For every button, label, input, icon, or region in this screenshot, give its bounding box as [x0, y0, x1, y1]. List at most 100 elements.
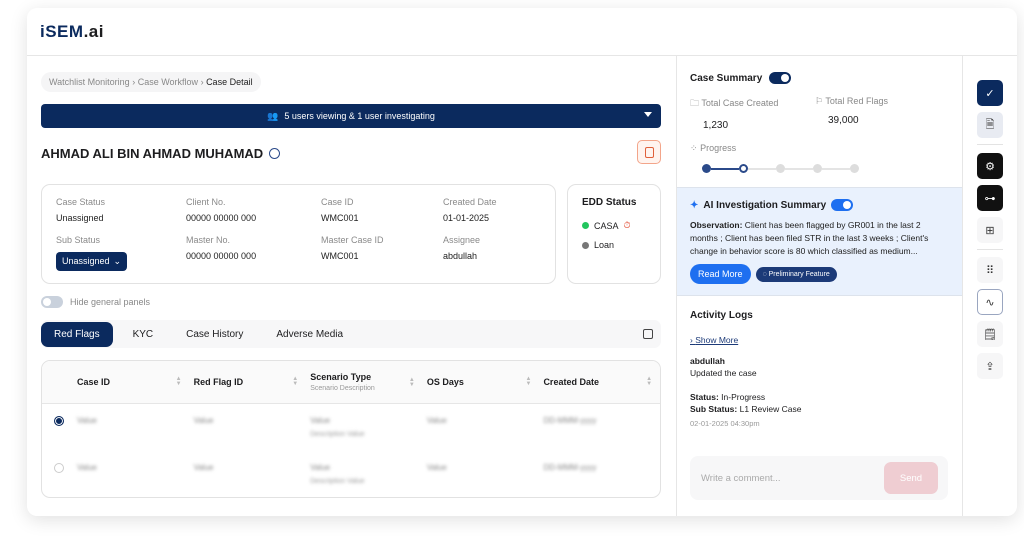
col-label: Case ID: [77, 377, 111, 387]
hierarchy-icon[interactable]: ⊶: [977, 185, 1003, 211]
case-status-value: Unassigned: [56, 213, 104, 223]
master-no-value: 00000 00000 000: [186, 251, 257, 262]
col-os-days[interactable]: OS Days ▲ ▼: [423, 376, 540, 387]
sub-status-label: Sub Status: [56, 235, 101, 246]
col-label: OS Days: [426, 377, 464, 387]
total-case-value: 1,230: [703, 120, 729, 131]
case-summary: Case Summary 🗀 Total Case Created 1,230 ⚐…: [677, 56, 962, 187]
row-radio[interactable]: [54, 463, 64, 473]
client-name-heading: AHMAD ALI BIN AHMAD MUHAMAD: [41, 146, 281, 161]
sort-icon[interactable]: ▲ ▼: [646, 376, 653, 387]
log-entry: abdullah Updated the case Status: In-Pro…: [690, 355, 949, 430]
scenario-value: Value: [310, 416, 331, 425]
case-id-label: Case ID: [321, 197, 354, 207]
sort-icon[interactable]: ▲ ▼: [175, 376, 182, 387]
table-row[interactable]: Value Value Value Description Value Value…: [42, 451, 660, 497]
send-button[interactable]: Send: [884, 462, 938, 494]
sort-icon[interactable]: ▲ ▼: [525, 376, 532, 387]
total-flags-value: 39,000: [828, 115, 859, 126]
observation-label: Observation:: [690, 220, 743, 230]
sort-icon[interactable]: ▲ ▼: [292, 376, 299, 387]
activity-logs-title: Activity Logs: [690, 310, 753, 321]
edd-title: EDD Status: [582, 197, 637, 208]
row-radio[interactable]: [54, 416, 64, 426]
red-flags-table: Case ID ▲ ▼ Red Flag ID ▲ ▼ Scenario Type Sce…: [41, 360, 661, 498]
tab-red-flags[interactable]: Red Flags: [41, 321, 113, 347]
show-more-link[interactable]: › Show More: [690, 335, 739, 345]
col-label: Scenario Type: [310, 372, 372, 382]
preliminary-feature-badge: ◌ Preliminary Feature: [755, 266, 837, 282]
share-upload-icon[interactable]: ⇪: [977, 353, 1003, 379]
breadcrumb-workflow[interactable]: Case Workflow: [137, 77, 199, 87]
comment-placeholder: Write a comment...: [701, 472, 781, 484]
grid-apps-icon[interactable]: ⠿: [977, 257, 1003, 283]
progress-connector: [711, 167, 739, 170]
cell-scenario: Value Description Value: [306, 416, 423, 438]
edd-label: CASA: [594, 220, 619, 231]
breadcrumb-watchlist[interactable]: Watchlist Monitoring: [49, 77, 130, 87]
tab-kyc[interactable]: KYC: [132, 328, 154, 340]
read-more-button[interactable]: Read More: [690, 264, 751, 284]
logo[interactable]: iSEM.ai: [40, 21, 104, 41]
col-created-date[interactable]: Created Date ▲ ▼: [539, 376, 660, 387]
scenario-desc: Description Value: [310, 478, 365, 485]
hide-panels-label: Hide general panels: [70, 297, 151, 307]
activity-logs: Activity Logs › Show More abdullah Updat…: [677, 296, 962, 444]
total-case-label: Total Case Created: [701, 98, 779, 108]
progress-steps: [702, 164, 949, 173]
approve-check-icon[interactable]: ✓: [977, 80, 1003, 106]
table-row[interactable]: Value Value Value Description Value Value…: [42, 404, 660, 451]
add-comment-icon[interactable]: ⊞: [977, 217, 1003, 243]
col-label: Red Flag ID: [193, 377, 244, 387]
timer-icon[interactable]: [269, 148, 281, 159]
note-edit-icon[interactable]: 🗒: [977, 321, 1003, 347]
breadcrumb: Watchlist Monitoring › Case Workflow › C…: [41, 72, 261, 92]
progress-step: [850, 164, 859, 173]
log-timestamp: 02-01-2025 04:30pm: [690, 419, 760, 428]
progress-connector: [748, 167, 776, 170]
scenario-desc: Description Value: [310, 431, 365, 438]
cell-red-flag-id: Value: [193, 463, 214, 472]
col-red-flag-id[interactable]: Red Flag ID ▲ ▼: [190, 376, 307, 387]
cell-os-days: Value: [426, 463, 447, 472]
tab-adverse-media[interactable]: Adverse Media: [276, 328, 344, 340]
main-content: Watchlist Monitoring › Case Workflow › C…: [27, 56, 676, 516]
divider: [977, 249, 1003, 250]
cell-case-id: Value: [77, 416, 97, 425]
ai-observation: Observation: Client has been flagged by …: [690, 219, 949, 258]
tab-case-history[interactable]: Case History: [186, 328, 244, 340]
cell-case-id: Value: [77, 463, 97, 472]
sub-status-dropdown[interactable]: Unassigned ⌄: [56, 251, 128, 271]
hide-panels-row: Hide general panels: [41, 296, 150, 308]
hide-panels-toggle[interactable]: [41, 296, 63, 308]
col-case-id[interactable]: Case ID ▲ ▼: [42, 376, 190, 387]
document-info-icon[interactable]: 🗎: [977, 112, 1003, 138]
progress-step: [739, 164, 748, 173]
viewers-text: 5 users viewing & 1 user investigating: [284, 111, 435, 121]
ai-summary-title: AI Investigation Summary: [703, 199, 827, 211]
comment-input[interactable]: Write a comment... Send: [690, 456, 948, 500]
master-case-value: WMC001: [321, 251, 359, 262]
cell-created-date: DD-MMM-yyyy: [543, 463, 597, 472]
case-summary-toggle[interactable]: [769, 72, 792, 84]
log-user: abdullah: [690, 356, 725, 366]
cell-red-flag-id: Value: [193, 416, 214, 425]
activity-pulse-icon[interactable]: ∿: [977, 289, 1003, 315]
edd-item-loan: Loan: [582, 240, 646, 250]
settings-gears-icon[interactable]: ⚙: [977, 153, 1003, 179]
col-label: Created Date: [543, 377, 599, 387]
client-no-value: 00000 00000 000: [186, 213, 257, 223]
case-note-button[interactable]: [637, 140, 661, 164]
cell-created-date: DD-MMM-yyyy: [543, 416, 597, 425]
sub-status-value: L1 Review Case: [737, 404, 802, 414]
ai-summary-toggle[interactable]: [831, 199, 854, 211]
progress-label: Progress: [700, 143, 737, 153]
master-no-label: Master No.: [186, 235, 231, 246]
open-external-icon[interactable]: [643, 329, 653, 339]
col-scenario-type[interactable]: Scenario Type Scenario Description ▲ ▼: [306, 372, 423, 392]
caret-down-icon[interactable]: [644, 112, 652, 117]
case-info-card: Case Status Unassigned Client No. 00000 00…: [41, 184, 556, 284]
sort-icon[interactable]: ▲ ▼: [408, 377, 415, 388]
viewers-banner[interactable]: 👥 5 users viewing & 1 user investigating: [41, 104, 661, 128]
client-name: AHMAD ALI BIN AHMAD MUHAMAD: [41, 146, 264, 161]
